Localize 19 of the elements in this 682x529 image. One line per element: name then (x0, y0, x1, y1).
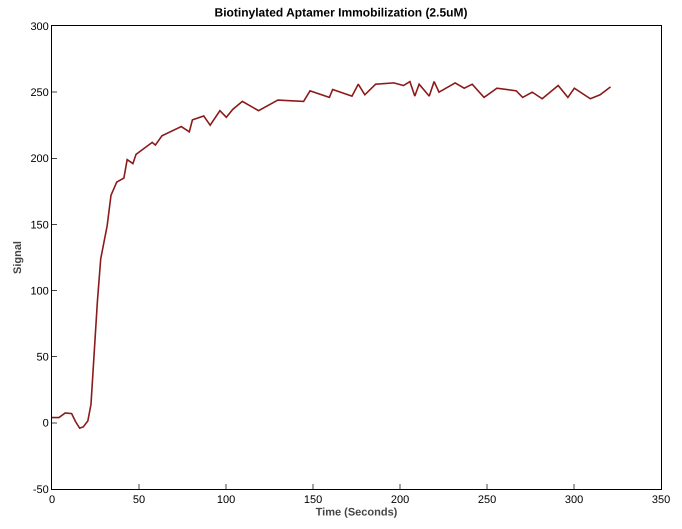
x-tick-label: 100 (216, 494, 236, 506)
x-tick-label: 350 (652, 494, 670, 506)
y-tick-label: 100 (30, 285, 49, 298)
y-axis-title: Signal (12, 240, 24, 274)
line-series (52, 80, 612, 429)
x-tick-label: 50 (132, 494, 146, 506)
y-tick-label: 250 (30, 86, 49, 99)
x-tick-label: 150 (304, 494, 322, 506)
y-tick-label: 50 (36, 352, 49, 364)
y-tick-label: 150 (30, 219, 49, 232)
y-tick-label: 300 (30, 20, 49, 33)
x-tick-label: 300 (564, 494, 584, 506)
chart-title: Biotinylated Aptamer Immobilization (2.5uM) (214, 5, 468, 20)
y-tick-label: 0 (42, 418, 49, 430)
y-tick-label: -50 (32, 484, 49, 496)
x-tick-label: 200 (390, 494, 410, 506)
x-tick-label: 250 (478, 494, 496, 506)
x-axis-title: Time (Seconds) (316, 506, 398, 518)
y-tick-label: 200 (30, 153, 49, 166)
